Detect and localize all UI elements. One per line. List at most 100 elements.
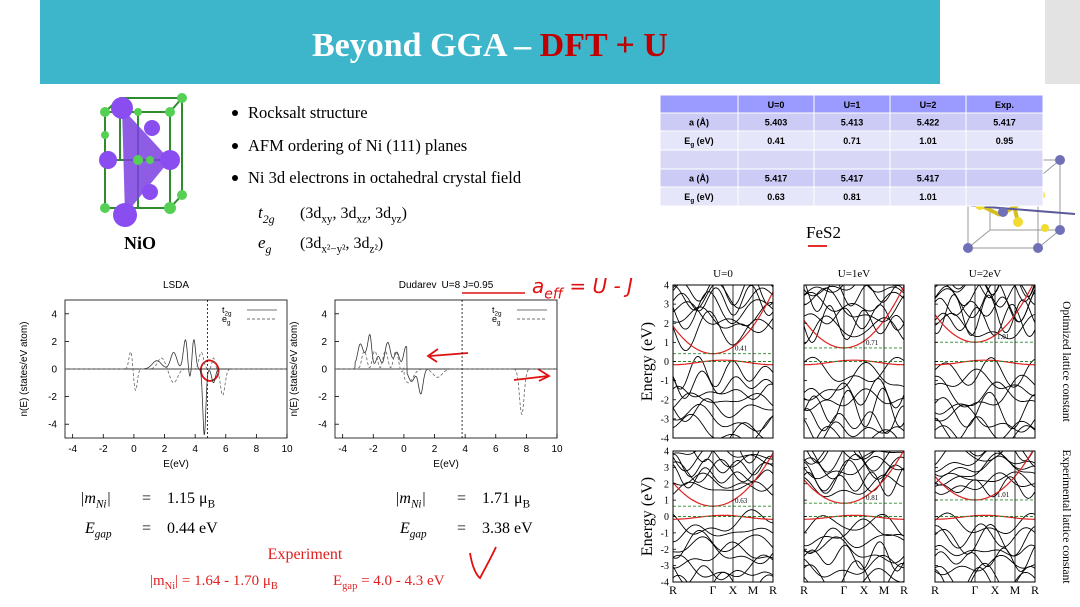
y-tick-label: 0 — [51, 365, 57, 376]
moment-label: |mNi| — [395, 490, 426, 510]
band-line — [816, 426, 898, 438]
band-panel — [804, 451, 904, 582]
y-tick-label: 0 — [664, 357, 669, 368]
orbital-set-part: xy — [321, 213, 333, 225]
band-line — [804, 378, 904, 409]
table-row-label-part: a (Å) — [689, 174, 709, 184]
kpoint-label: X — [729, 583, 738, 597]
y-tick-label: -4 — [661, 434, 669, 445]
y-tick-label: -4 — [318, 420, 327, 431]
bullet-dot — [232, 110, 238, 116]
gap-value-label: 0.41 — [735, 345, 748, 353]
band-line — [673, 451, 773, 472]
table-cell: 1.01 — [919, 192, 937, 202]
slide-title: Beyond GGA – DFT + U — [312, 27, 668, 64]
band-red — [804, 359, 904, 366]
kpoint-label: R — [769, 583, 777, 597]
title-part: Beyond GGA – — [312, 27, 540, 64]
y-tick-label: -1 — [661, 528, 669, 539]
kpoint-label: R — [800, 583, 808, 597]
y-tick-label: 4 — [321, 309, 327, 320]
orbital-symbol-part: g — [266, 242, 272, 256]
legend-label: t2g — [222, 305, 232, 318]
moment-value-part: B — [523, 498, 530, 510]
band-line — [673, 398, 773, 422]
band-column-title: U=2eV — [969, 268, 1002, 280]
orbital-set-part: ) — [378, 235, 383, 252]
moment-value-part: 1.71 μ — [482, 490, 523, 507]
table-cell: 0.63 — [767, 192, 785, 202]
band-column-title: U=1eV — [838, 268, 871, 280]
band-row-label: Experimental lattice constant — [1060, 449, 1072, 584]
moment-value: 1.71 μB — [482, 490, 530, 510]
y-tick-label: -3 — [661, 561, 669, 572]
table-header-bg — [660, 95, 1043, 113]
y-tick-label: 1 — [664, 338, 669, 349]
band-line — [935, 512, 1035, 534]
band-line — [804, 536, 904, 564]
orbital-symbol-part: e — [258, 233, 266, 252]
table-row-label-part: a (Å) — [689, 118, 709, 128]
band-line — [935, 303, 1035, 337]
band-line — [935, 523, 1035, 549]
x-axis-label: E(eV) — [433, 459, 459, 470]
orbital-set-part: yz — [391, 213, 402, 225]
gap-value-label: 1.01 — [997, 333, 1010, 341]
x-tick-label: 6 — [223, 444, 229, 455]
band-line — [935, 455, 1035, 477]
table-cell: 5.417 — [917, 174, 940, 184]
legend-label-part: e — [492, 314, 497, 324]
band-line — [805, 285, 904, 312]
band-panel — [673, 451, 773, 582]
moment-label-part: Ni — [410, 498, 422, 510]
experiment-gap-part: = 4.0 - 4.3 eV — [357, 573, 444, 589]
bullet-dot — [232, 175, 238, 181]
moment-value-part: 1.15 μ — [167, 490, 208, 507]
orbital-symbol: eg — [258, 233, 272, 256]
moment-label-part: | — [107, 490, 111, 507]
moment-label-part: | — [422, 490, 426, 507]
orbital-symbol: t2g — [258, 203, 275, 226]
experiment-title: Experiment — [268, 546, 343, 563]
side-strip — [1045, 0, 1080, 84]
y-tick-label: -4 — [661, 578, 669, 589]
band-line — [804, 362, 904, 401]
orbital-set-part: (3d — [300, 235, 321, 252]
y-axis-label: Energy (eV) — [639, 477, 656, 556]
table-row-bg — [660, 150, 1043, 169]
band-panel — [804, 285, 904, 438]
band-panel — [935, 285, 1035, 438]
kpoint-label: R — [669, 583, 677, 597]
table-row-label-part: (eV) — [694, 192, 714, 202]
y-axis-label: Energy (eV) — [639, 322, 656, 401]
table-header-cell: U=2 — [920, 100, 937, 110]
legend-label: t2g — [492, 305, 502, 318]
handwritten-note: aeff = U - J — [532, 274, 633, 303]
x-tick-label: 4 — [192, 444, 198, 455]
band-line — [673, 413, 773, 438]
experiment-moment: |mNi| = 1.64 - 1.70 μB — [150, 573, 278, 592]
band-line — [804, 285, 904, 296]
y-tick-label: 0 — [664, 512, 669, 523]
band-line — [804, 304, 904, 331]
x-axis-label: E(eV) — [163, 459, 189, 470]
experiment-gap-part: gap — [342, 581, 357, 592]
y-tick-label: 2 — [51, 337, 57, 348]
band-line — [811, 451, 904, 473]
band-line — [935, 416, 1035, 438]
y-tick-label: -4 — [48, 420, 57, 431]
band-red — [935, 451, 1034, 501]
orbital-set: (3dxy, 3dxz, 3dyz) — [300, 205, 407, 225]
band-red — [673, 452, 773, 507]
band-line — [673, 285, 773, 316]
moment-value-part: B — [208, 498, 215, 510]
band-red — [804, 451, 904, 504]
dos-title: LSDA — [163, 280, 189, 291]
band-line — [673, 481, 773, 496]
table-cell: 5.422 — [917, 118, 940, 128]
band-line — [673, 291, 773, 330]
band-line — [673, 554, 773, 578]
band-line — [673, 355, 773, 390]
